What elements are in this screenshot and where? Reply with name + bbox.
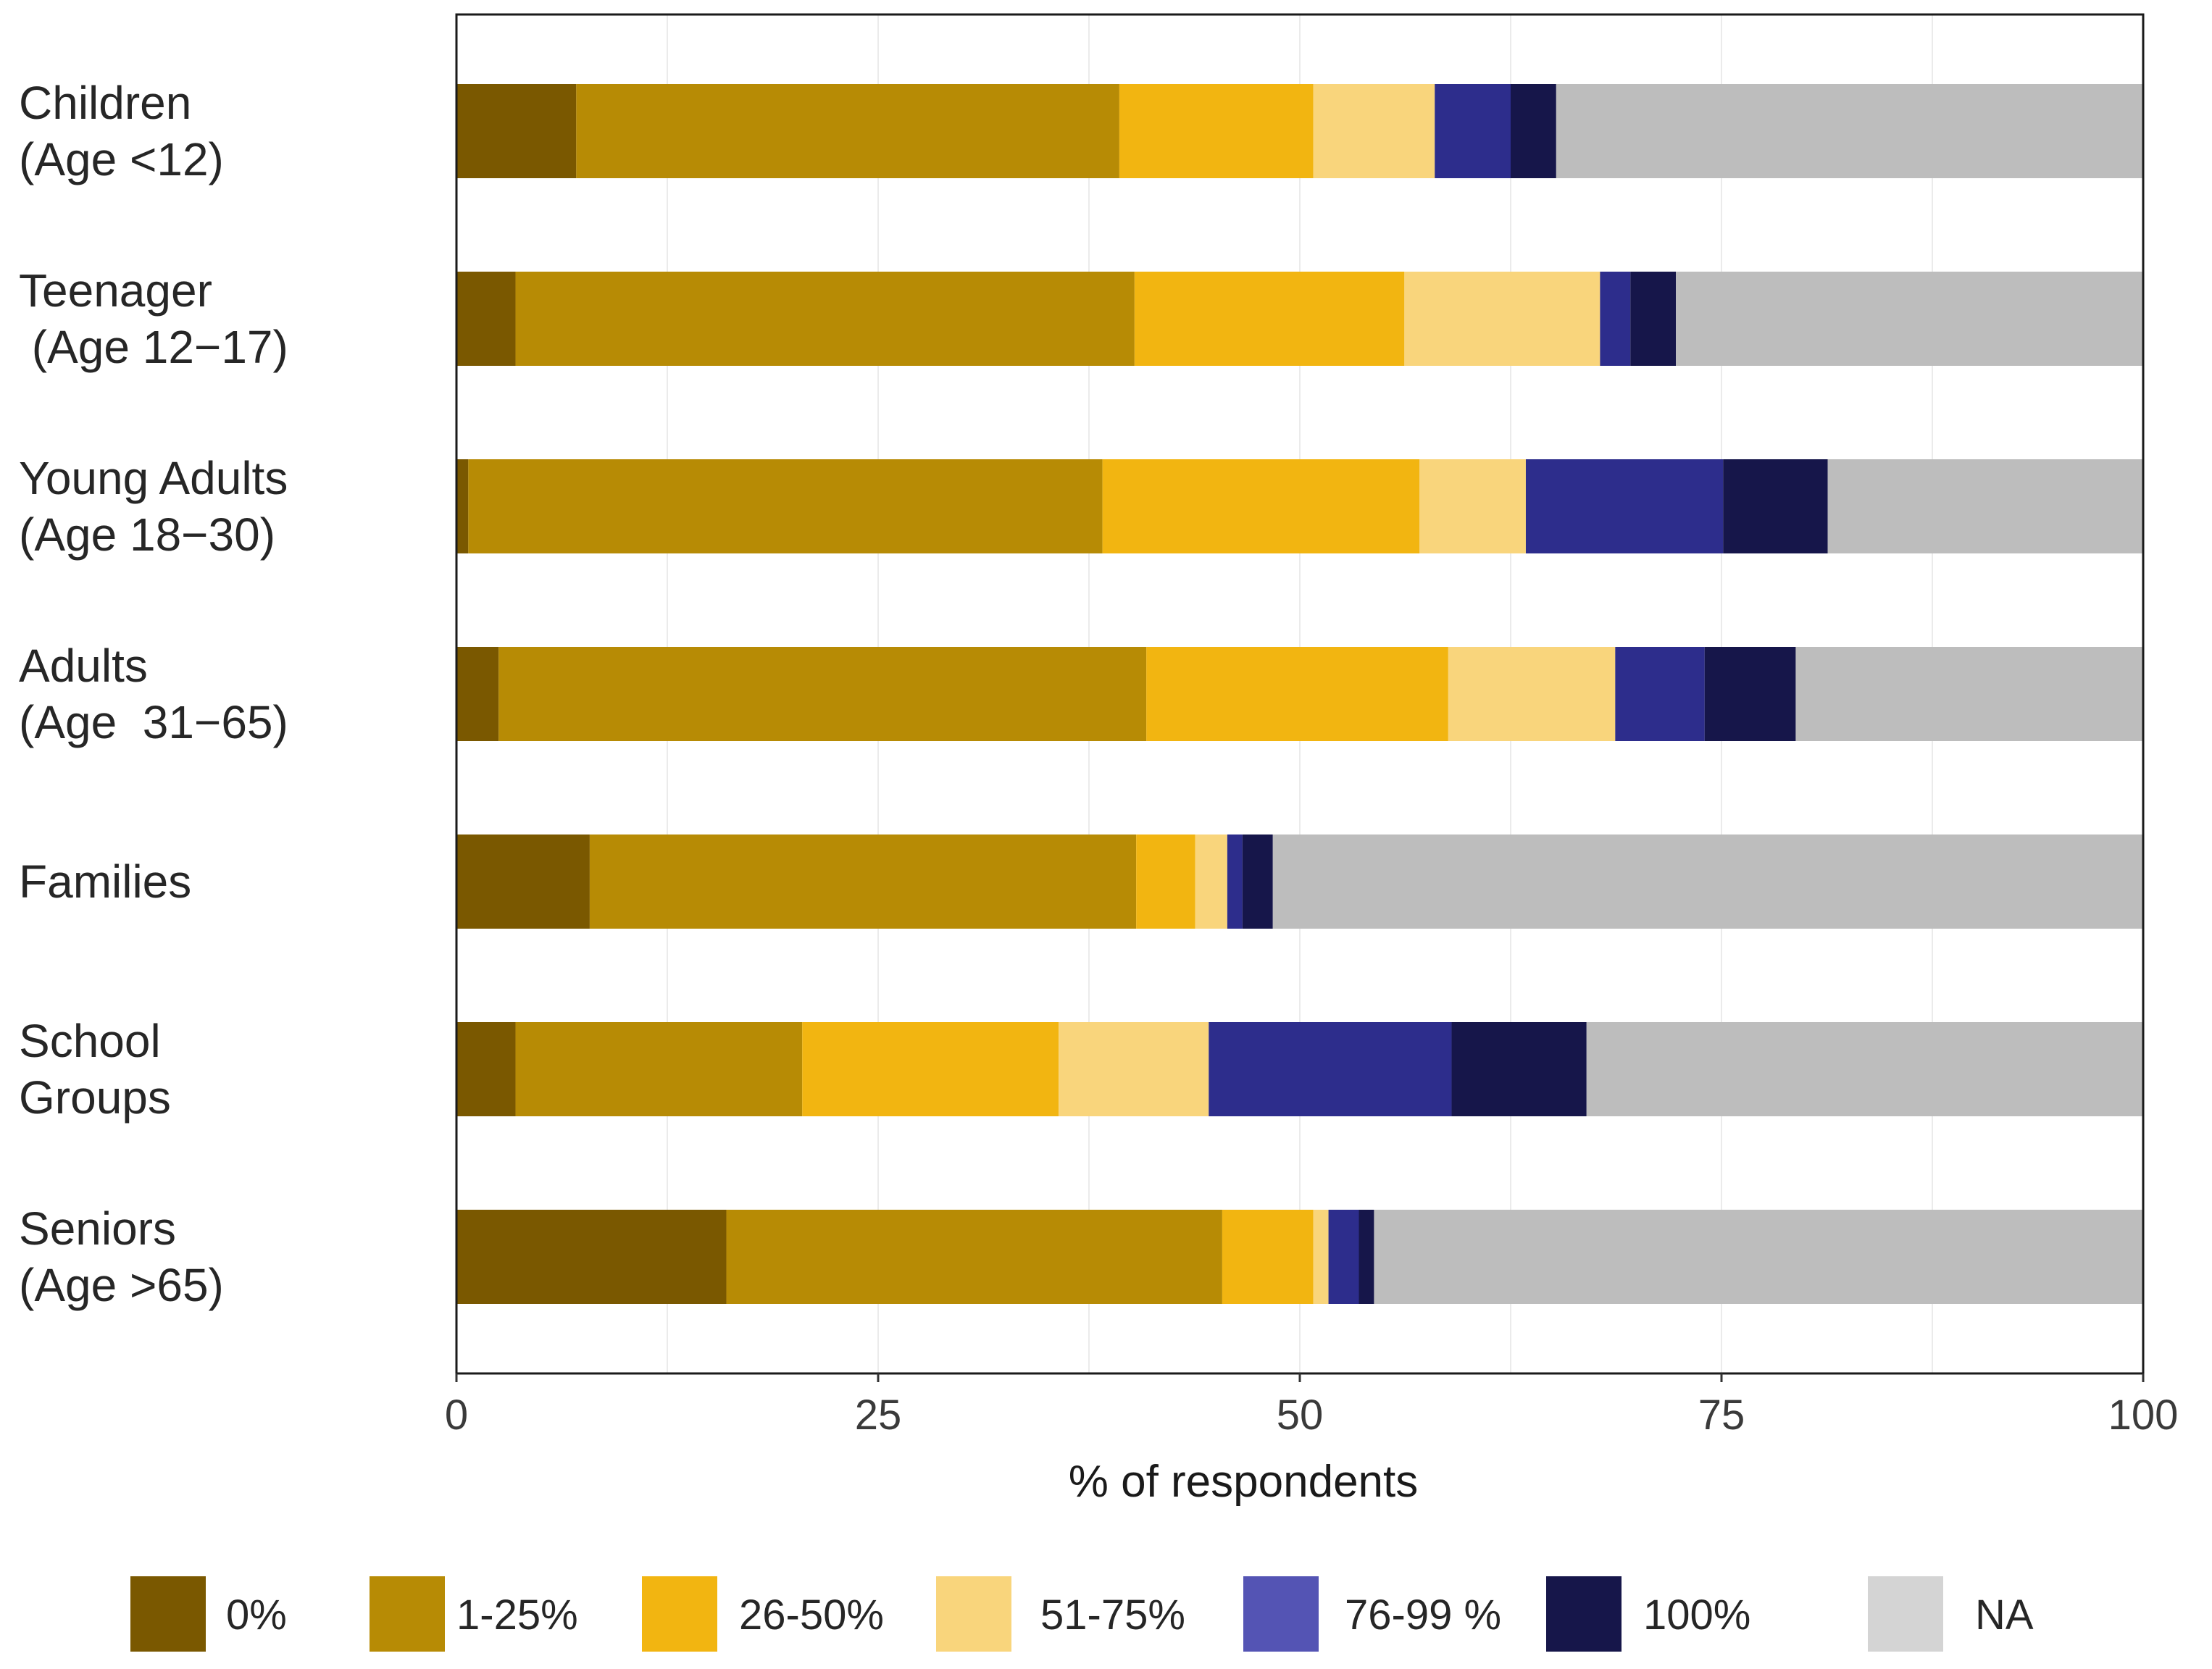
bar-segment [1435, 84, 1511, 178]
x-tick-label: 50 [1276, 1392, 1324, 1439]
bar-segment [1600, 272, 1631, 366]
bar-segment [802, 1022, 1059, 1116]
category-label: Teenager (Age 12−17) [19, 264, 288, 373]
bar-segment [1195, 834, 1227, 929]
bar-segment [1102, 459, 1420, 553]
bar-segment [456, 1022, 516, 1116]
bar-segment [1451, 1022, 1587, 1116]
bar-segment [456, 272, 516, 366]
legend-label: 51-75% [1040, 1591, 1185, 1639]
bar-segment [589, 834, 1137, 929]
bar-segment [1328, 1210, 1359, 1304]
bar-segment [456, 1210, 727, 1304]
bar-segment [498, 647, 1147, 741]
legend-swatch [1868, 1576, 1943, 1652]
legend-swatch [1243, 1576, 1319, 1652]
category-label: Adults (Age 31−65) [19, 640, 288, 748]
bar-segment [456, 84, 577, 178]
category-label: School Groups [19, 1015, 171, 1124]
legend-swatch [130, 1576, 206, 1652]
legend-label: 76-99 % [1345, 1591, 1502, 1639]
bar-segment [1448, 647, 1616, 741]
legend-swatch [370, 1576, 445, 1652]
bar-segment [1511, 84, 1556, 178]
bar-segment [1358, 1210, 1374, 1304]
bar-segment [1525, 459, 1724, 553]
bar-segment [1134, 272, 1405, 366]
bar-segment [1419, 459, 1526, 553]
bar-segment [1136, 834, 1195, 929]
legend-label: NA [1975, 1591, 2034, 1639]
bar-segment [1404, 272, 1600, 366]
bar-segment [1374, 1210, 2143, 1304]
bars [456, 84, 2143, 1304]
bar-segment [1209, 1022, 1452, 1116]
bar-segment [1586, 1022, 2143, 1116]
bar-segment [1313, 84, 1435, 178]
legend-label: 1-25% [456, 1591, 578, 1639]
bar-segment [1795, 647, 2143, 741]
bar-segment [1222, 1210, 1314, 1304]
category-label: Young Adults (Age 18−30) [19, 452, 288, 561]
bar-segment [1059, 1022, 1209, 1116]
bar-segment [456, 834, 590, 929]
bar-segment [1146, 647, 1448, 741]
x-tick-label: 100 [2108, 1392, 2179, 1439]
bar-segment [468, 459, 1103, 553]
bar-segment [726, 1210, 1222, 1304]
bar-segment [515, 1022, 803, 1116]
bar-segment [576, 84, 1119, 178]
bar-segment [1676, 272, 2143, 366]
bar-segment [515, 272, 1135, 366]
legend-swatch [1546, 1576, 1622, 1652]
x-tick-label: 0 [444, 1392, 469, 1439]
bar-segment [1313, 1210, 1329, 1304]
legend-swatch [642, 1576, 717, 1652]
x-tick-label: 25 [854, 1392, 902, 1439]
x-axis-ticks [455, 1373, 2145, 1382]
bar-segment [1704, 647, 1796, 741]
bar-segment [1272, 834, 2143, 929]
x-axis-label: % of respondents [1068, 1457, 1419, 1507]
legend-label: 26-50% [739, 1591, 884, 1639]
bar-segment [456, 647, 499, 741]
bar-segment [1723, 459, 1828, 553]
category-label: Children (Age <12) [19, 77, 224, 185]
bar-segment [1242, 834, 1273, 929]
bar-segment [456, 459, 469, 553]
legend-swatch [936, 1576, 1011, 1652]
bar-segment [1556, 84, 2143, 178]
legend-label: 0% [226, 1591, 287, 1639]
category-label: Seniors (Age >65) [19, 1202, 224, 1311]
legend-label: 100% [1643, 1591, 1751, 1639]
bar-segment [1227, 834, 1243, 929]
bar-segment [1615, 647, 1705, 741]
bar-segment [1119, 84, 1314, 178]
bar-segment [1827, 459, 2143, 553]
bar-segment [1630, 272, 1677, 366]
category-label: Families [19, 856, 192, 908]
x-tick-label: 75 [1698, 1392, 1745, 1439]
